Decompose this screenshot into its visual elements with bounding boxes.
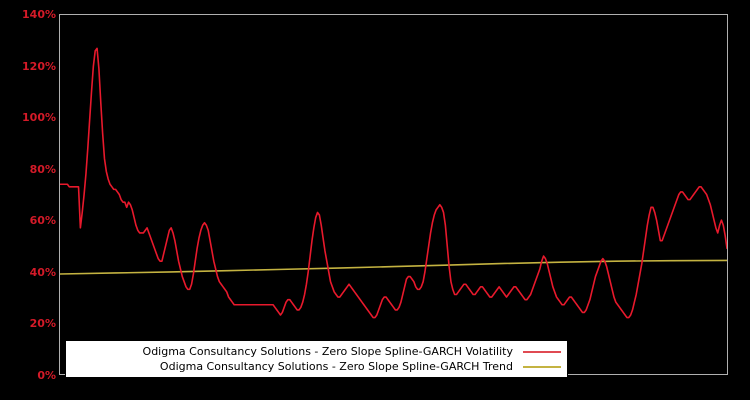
y-tick-label: 0% — [37, 369, 56, 382]
y-tick-label: 20% — [29, 317, 56, 331]
y-tick-label: 80% — [29, 162, 56, 176]
y-tick-label: 100% — [22, 111, 56, 125]
y-tick-label: 120% — [22, 59, 56, 73]
y-tick-label: 40% — [29, 265, 56, 279]
legend-swatch-trend — [523, 365, 561, 368]
legend-label-trend: Odigma Consultancy Solutions - Zero Slop… — [159, 360, 513, 373]
series-canvas — [60, 47, 727, 319]
trend-line — [60, 259, 727, 275]
volatility-line — [60, 47, 727, 319]
chart-legend: Odigma Consultancy Solutions - Zero Slop… — [65, 340, 568, 378]
y-axis-tick-labels: 0% 20% 40% 60% 80% 100% 120% 140% — [0, 0, 56, 400]
legend-entry-volatility: Odigma Consultancy Solutions - Zero Slop… — [66, 344, 567, 359]
plot-area — [59, 14, 728, 375]
y-tick-label: 60% — [29, 214, 56, 228]
legend-label-volatility: Odigma Consultancy Solutions - Zero Slop… — [142, 345, 513, 358]
legend-entry-trend: Odigma Consultancy Solutions - Zero Slop… — [66, 359, 567, 374]
y-tick-label: 140% — [22, 8, 56, 21]
legend-swatch-volatility — [523, 350, 561, 353]
